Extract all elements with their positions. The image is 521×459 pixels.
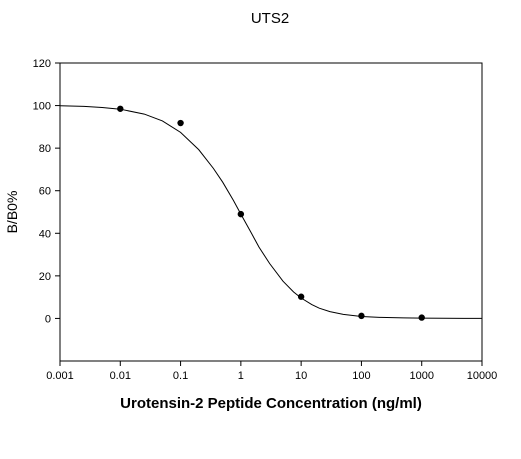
data-point: [237, 210, 245, 218]
y-axis-label: B/B0%: [4, 191, 20, 234]
x-tick-label: 10000: [467, 370, 498, 382]
y-tick-label: 100: [33, 101, 51, 113]
x-tick-label: 1: [238, 370, 244, 382]
data-point: [117, 105, 124, 112]
x-axis-label: Urotensin-2 Peptide Concentration (ng/ml…: [120, 395, 422, 412]
fit-curve: [59, 105, 483, 319]
chart-title: UTS2: [251, 10, 289, 27]
y-tick-label: 20: [39, 271, 51, 283]
x-tick-label: 100: [352, 370, 370, 382]
y-tick-label: 0: [45, 313, 51, 325]
data-point: [358, 312, 365, 320]
tick-label-group: 0.001 0.01 0.1 1 10 100 1000 10000 0 20 40 60 80 100 1…: [33, 58, 498, 382]
x-tick-label: 1000: [409, 370, 433, 382]
y-tick-label: 40: [39, 228, 51, 240]
x-tick-label: 10: [295, 370, 307, 382]
y-tick-label: 80: [39, 143, 51, 155]
data-point: [418, 314, 425, 321]
x-tick-label: 0.001: [46, 370, 74, 382]
y-tick-label: 60: [39, 186, 51, 198]
plot-frame: [59, 62, 483, 362]
x-tick-label: 0.01: [110, 370, 131, 382]
data-point: [177, 119, 184, 127]
tick-group: [55, 62, 483, 366]
y-tick-label: 120: [33, 58, 51, 70]
data-point: [297, 293, 305, 300]
data-points: [117, 105, 425, 321]
x-tick-label: 0.1: [173, 370, 188, 382]
